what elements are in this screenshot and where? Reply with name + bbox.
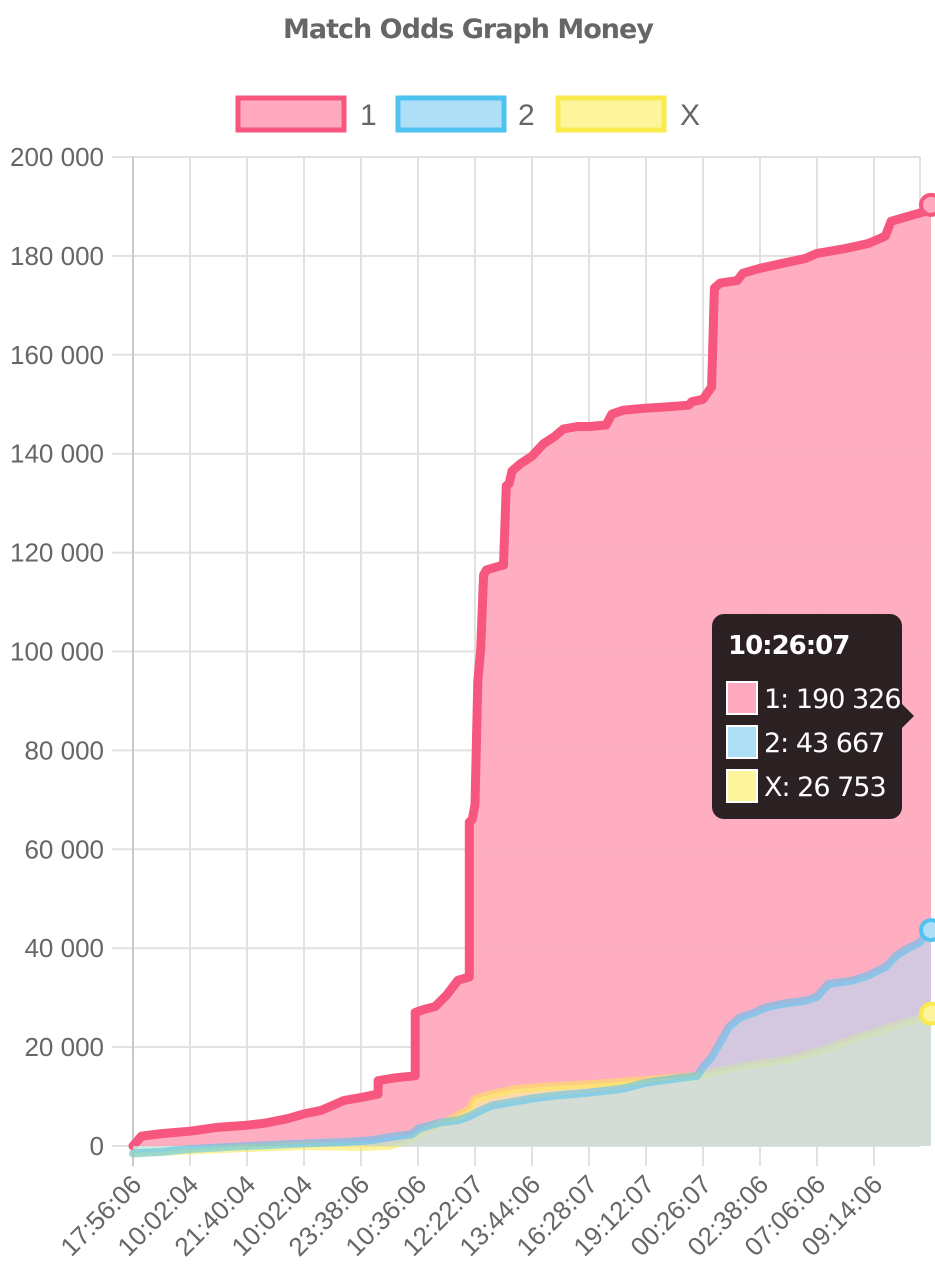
legend-item-2[interactable]: 2 (395, 95, 535, 133)
legend-label-1: 1 (360, 99, 377, 132)
y-tick-label: 160 000 (10, 340, 104, 370)
tooltip-value-1: 1: 190 326 (764, 684, 901, 715)
y-tick-label: 60 000 (24, 834, 104, 864)
y-tick-label: 40 000 (24, 933, 104, 963)
tooltip-swatch-1 (726, 681, 758, 715)
tooltip-box (712, 614, 902, 819)
tooltip-caret (902, 704, 914, 728)
y-tick-label: 20 000 (24, 1032, 104, 1062)
series-line-1 (128, 200, 935, 1151)
x-axis: 17:56:0610:02:0421:40:0410:02:0423:38:06… (54, 1169, 888, 1262)
y-tick-label: 200 000 (10, 142, 104, 172)
y-tick-label: 0 (90, 1131, 104, 1161)
series-endpoint-2[interactable] (919, 918, 935, 943)
series-layer (128, 192, 935, 1158)
tooltip-value-2: 2: 43 667 (764, 728, 884, 759)
y-tick-label: 140 000 (10, 439, 104, 469)
series-endpoint-1[interactable] (919, 192, 935, 217)
legend-swatch-x (555, 95, 667, 133)
legend-item-1[interactable]: 1 (235, 95, 377, 133)
y-tick-label: 100 000 (10, 637, 104, 667)
tooltip: 10:26:07 1: 190 326 2: 43 667 X: 26 753 (712, 614, 914, 819)
series-endpoint-x[interactable] (919, 1001, 935, 1026)
legend-item-x[interactable]: X (555, 95, 700, 133)
y-tick-label: 120 000 (10, 538, 104, 568)
tooltip-value-x: X: 26 753 (764, 772, 886, 803)
tooltip-swatch-x (726, 769, 758, 803)
y-axis: 200 000 180 000 160 000 140 000 120 000 100 0… (10, 142, 104, 1161)
tooltip-swatch-2 (726, 725, 758, 759)
series-area-1 (133, 204, 931, 1147)
tooltip-title: 10:26:07 (728, 631, 849, 661)
legend-label-2: 2 (518, 99, 535, 132)
y-tick-label: 180 000 (10, 241, 104, 271)
legend: 1 2 X (235, 95, 700, 133)
chart-title: Match Odds Graph Money (283, 14, 654, 45)
legend-swatch-1 (235, 95, 347, 133)
y-tick-label: 80 000 (24, 735, 104, 765)
series-area-2 (133, 930, 931, 1154)
legend-label-x: X (680, 99, 700, 132)
legend-swatch-2 (395, 95, 507, 133)
series-line-2 (129, 926, 935, 1158)
